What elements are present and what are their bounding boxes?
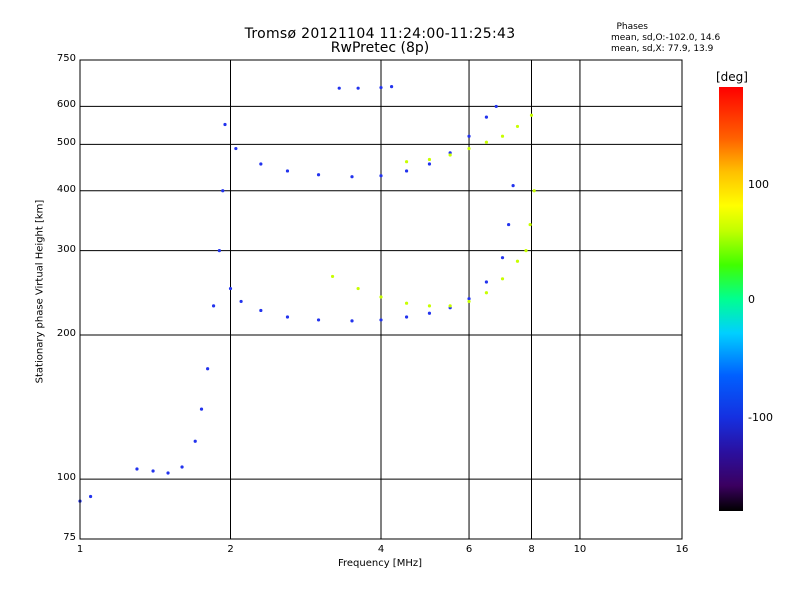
data-point bbox=[221, 189, 225, 193]
data-point bbox=[511, 184, 515, 188]
y-tick-label: 500 bbox=[56, 137, 76, 149]
data-point bbox=[316, 173, 321, 177]
x-tick-label: 10 bbox=[573, 544, 587, 555]
x-tick-label: 6 bbox=[465, 544, 473, 555]
phases-heading: Phases bbox=[616, 22, 648, 32]
data-point bbox=[285, 169, 290, 173]
data-point bbox=[217, 249, 221, 253]
data-point bbox=[350, 319, 354, 323]
data-point bbox=[494, 104, 498, 109]
data-point bbox=[404, 301, 409, 305]
data-point bbox=[88, 494, 93, 499]
y-tick-label: 75 bbox=[63, 532, 76, 543]
y-tick-label: 400 bbox=[56, 183, 76, 195]
data-point bbox=[193, 439, 197, 443]
data-point bbox=[239, 299, 243, 304]
plot-frame bbox=[79, 59, 683, 540]
data-point bbox=[356, 286, 360, 291]
colorbar bbox=[719, 87, 743, 511]
data-point bbox=[532, 189, 536, 193]
data-point bbox=[427, 162, 432, 166]
data-point bbox=[404, 160, 409, 164]
data-point bbox=[259, 308, 263, 313]
data-point bbox=[484, 140, 489, 144]
colorbar-unit: [deg] bbox=[716, 70, 748, 84]
data-point bbox=[467, 134, 471, 138]
data-point bbox=[285, 315, 290, 319]
data-point bbox=[259, 162, 263, 166]
x-tick-label: 16 bbox=[675, 544, 689, 555]
data-point bbox=[337, 86, 341, 90]
data-point bbox=[379, 318, 383, 322]
data-point bbox=[330, 274, 335, 279]
colorbar-tick-100: 100 bbox=[748, 178, 769, 191]
x-tick-label: 2 bbox=[227, 544, 234, 555]
data-point bbox=[529, 113, 534, 117]
data-point bbox=[500, 134, 505, 138]
y-tick-label: 200 bbox=[56, 327, 76, 339]
x-tick-label: 1 bbox=[76, 544, 84, 555]
data-point bbox=[524, 249, 528, 253]
data-point bbox=[379, 295, 383, 299]
data-point bbox=[211, 304, 216, 308]
data-point bbox=[356, 86, 360, 90]
data-point bbox=[484, 280, 489, 284]
data-point bbox=[528, 222, 532, 227]
y-tick-label: 300 bbox=[56, 243, 76, 255]
data-point bbox=[427, 311, 432, 315]
chart-subtitle: RwPretec (8p) bbox=[330, 40, 430, 56]
data-point bbox=[404, 169, 409, 173]
y-axis-label: Stationary phase Virtual Height [km] bbox=[34, 199, 46, 384]
data-point bbox=[350, 175, 354, 179]
data-point bbox=[166, 471, 170, 475]
data-point bbox=[507, 222, 511, 227]
data-point bbox=[206, 367, 210, 371]
data-point bbox=[515, 124, 520, 129]
data-point bbox=[515, 259, 520, 263]
data-point bbox=[180, 465, 184, 469]
data-point bbox=[234, 146, 238, 151]
data-point bbox=[467, 146, 471, 151]
data-point bbox=[484, 291, 489, 295]
y-tick-label: 600 bbox=[56, 99, 76, 111]
x-tick-label: 4 bbox=[377, 544, 385, 555]
data-point bbox=[448, 304, 452, 308]
data-point bbox=[223, 122, 227, 127]
data-point bbox=[228, 286, 233, 291]
colorbar-tick-minus-100: -100 bbox=[748, 411, 773, 424]
y-tick-label: 750 bbox=[56, 53, 76, 64]
chart-title: Tromsø 20121104 11:24:00-11:25:43 bbox=[244, 26, 516, 42]
data-point bbox=[135, 467, 139, 471]
y-tick-label: 100 bbox=[56, 472, 76, 484]
data-point bbox=[379, 85, 383, 90]
data-point bbox=[500, 256, 505, 260]
data-point bbox=[448, 153, 452, 157]
phases-o-stats: mean, sd,O:-102.0, 14.6 bbox=[611, 33, 721, 43]
data-point bbox=[484, 115, 489, 119]
data-point bbox=[389, 84, 394, 89]
data-points bbox=[78, 84, 536, 503]
grid-lines bbox=[80, 60, 682, 539]
data-point bbox=[404, 315, 409, 319]
x-axis-label: Frequency [MHz] bbox=[337, 558, 423, 569]
data-point bbox=[427, 304, 432, 308]
data-point bbox=[427, 157, 432, 162]
data-point bbox=[379, 174, 383, 178]
data-point bbox=[199, 407, 204, 411]
data-point bbox=[151, 469, 155, 473]
x-tick-label: 8 bbox=[528, 544, 535, 555]
phases-x-stats: mean, sd,X: 77.9, 13.9 bbox=[611, 44, 714, 54]
data-point bbox=[467, 297, 471, 301]
data-point bbox=[500, 277, 505, 281]
data-point bbox=[467, 299, 471, 304]
data-point bbox=[316, 318, 321, 322]
colorbar-tick-0: 0 bbox=[748, 293, 755, 306]
